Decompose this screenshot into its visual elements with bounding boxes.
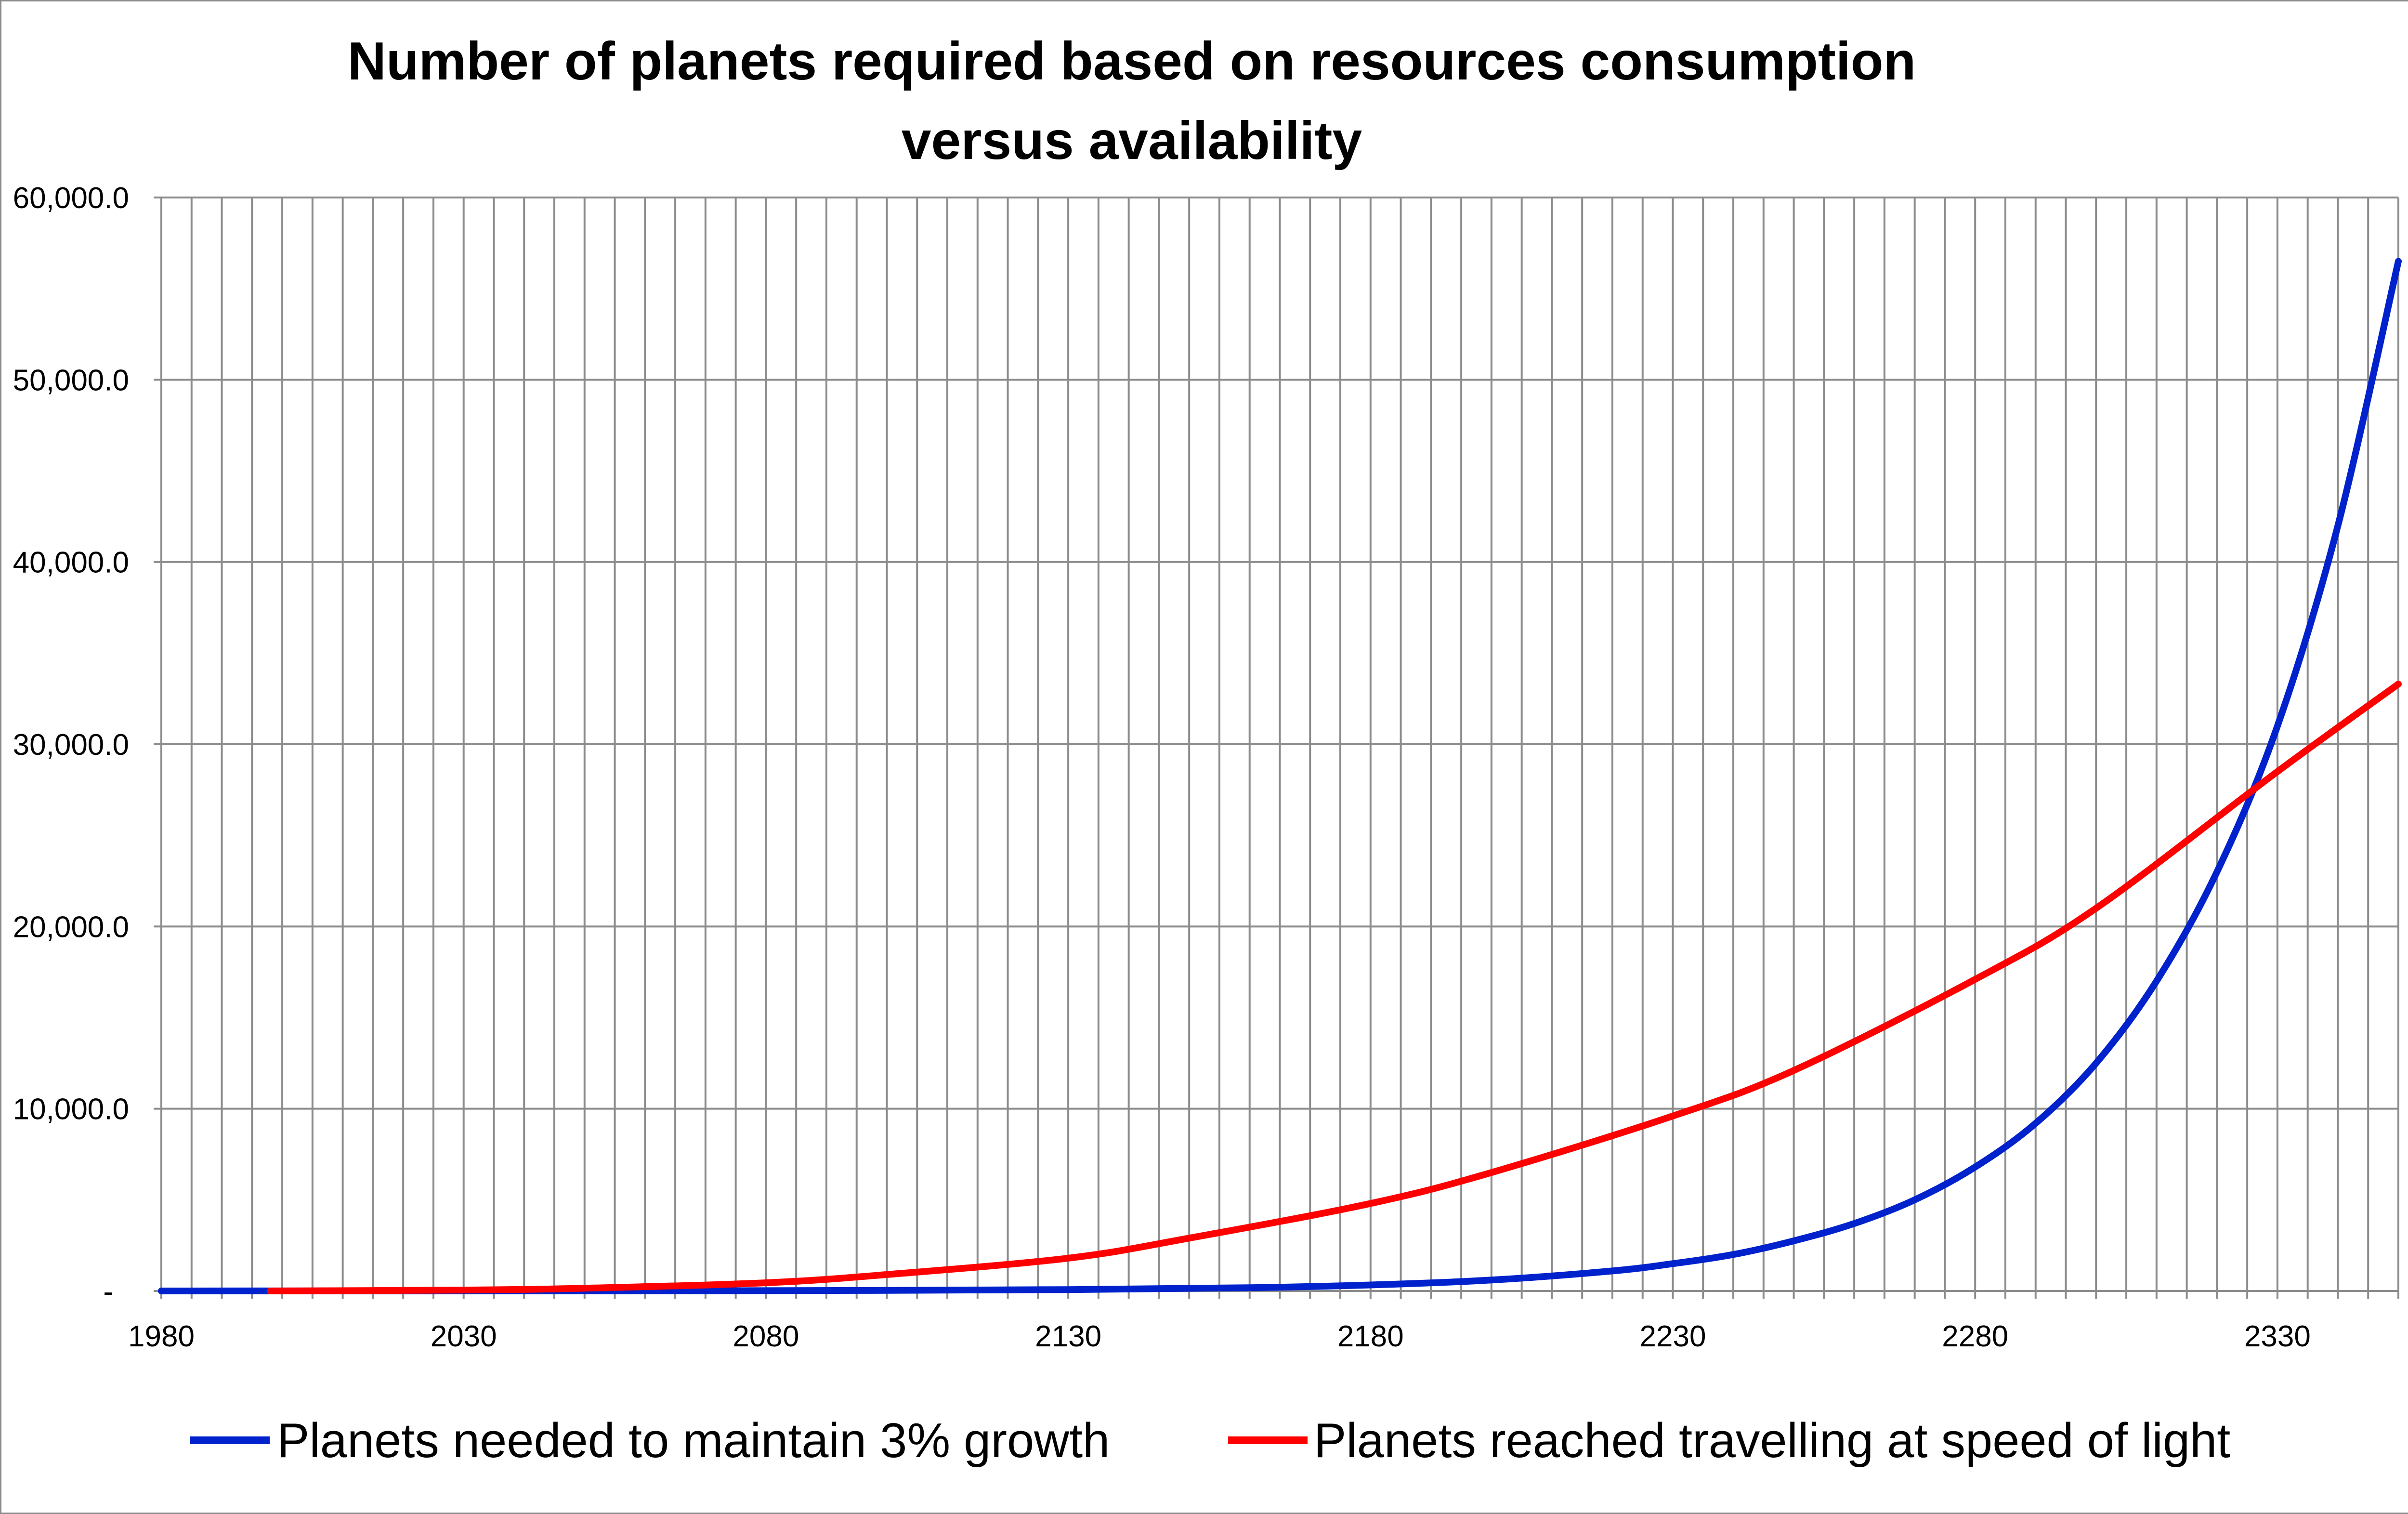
series-line-speed-of-light xyxy=(267,681,2402,1294)
y-axis-ticks: - 10,000.0 20,000.0 30,000.0 40,000.0 50,000.… xyxy=(13,182,161,1308)
y-tick-label: 30,000.0 xyxy=(13,728,129,762)
y-tick-label: 20,000.0 xyxy=(13,910,129,944)
chart-title: Number of planets required based on reso… xyxy=(348,31,1916,171)
x-tick-label: 2180 xyxy=(1337,1320,1404,1353)
horizontal-gridlines xyxy=(161,197,2398,1110)
series-line-growth xyxy=(158,258,2402,1294)
y-tick-label: 50,000.0 xyxy=(13,364,129,397)
chart-title-line-1: Number of planets required based on reso… xyxy=(348,31,1916,91)
series-lines xyxy=(158,258,2402,1294)
y-tick-label: - xyxy=(103,1275,113,1308)
chart-title-line-2: versus availability xyxy=(902,111,1362,171)
x-tick-label: 2330 xyxy=(2244,1320,2311,1353)
x-tick-label: 1980 xyxy=(128,1320,195,1353)
y-tick-label: 60,000.0 xyxy=(13,182,129,215)
y-tick-label: 10,000.0 xyxy=(13,1093,129,1126)
y-tick-label: 40,000.0 xyxy=(13,546,129,579)
legend-label: Planets needed to maintain 3% growth xyxy=(277,1414,1110,1468)
x-tick-label: 2080 xyxy=(733,1320,799,1353)
plot-area: 1980 2030 2080 2130 2180 2230 2280 2330 - 10,000… xyxy=(13,182,2402,1353)
x-tick-label: 2230 xyxy=(1640,1320,1706,1353)
legend-label: Planets reached travelling at speed of l… xyxy=(1314,1414,2230,1468)
legend: Planets needed to maintain 3% growth Plan… xyxy=(190,1414,2230,1468)
x-tick-label: 2030 xyxy=(431,1320,497,1353)
x-axis-ticks: 1980 2030 2080 2130 2180 2230 2280 2330 xyxy=(128,1291,2399,1353)
x-tick-label: 2280 xyxy=(1942,1320,2008,1353)
x-tick-label: 2130 xyxy=(1035,1320,1101,1353)
